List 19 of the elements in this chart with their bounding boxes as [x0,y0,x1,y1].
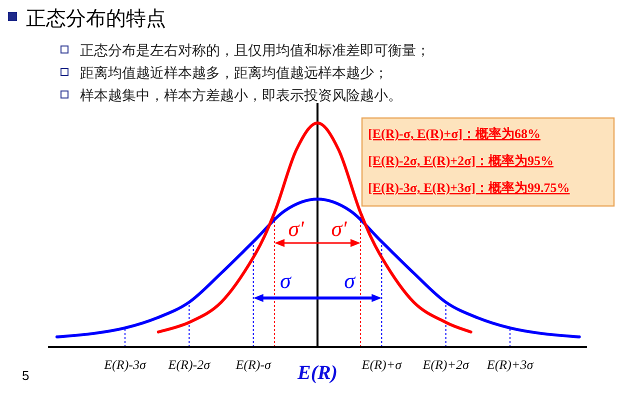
x-tick-label: E(R)+2σ [422,357,470,372]
x-tick-label: E(R)+σ [360,357,402,372]
annotation: σ' [288,216,304,241]
x-tick-label: E(R)-σ [234,357,272,372]
x-tick-label: E(R)+3σ [486,357,534,372]
annotation: σ' [331,216,348,241]
x-tick-label: E(R)-3σ [103,357,146,372]
annotation: [E(R)-3σ, E(R)+3σ]：概率为99.75% [368,180,570,195]
text: 样本越集中，样本方差越小，即表示投资风险越小。 [80,87,402,103]
annotation: [E(R)-2σ, E(R)+2σ]：概率为95% [368,153,554,168]
annotation: σ [280,268,292,293]
text: 5 [22,368,30,383]
text: 距离均值越近样本越多，距离均值越远样本越少； [80,64,388,80]
x-tick-label: E(R)-2σ [167,357,211,372]
annotation: σ [344,268,356,293]
chart-title: 正态分布的特点 [26,8,166,30]
text: 正态分布是左右对称的，且仅用均值和标准差即可衡量； [80,42,430,58]
annotation: [E(R)-σ, E(R)+σ]：概率为68% [368,126,540,141]
x-axis-title: E(R) [296,362,338,384]
